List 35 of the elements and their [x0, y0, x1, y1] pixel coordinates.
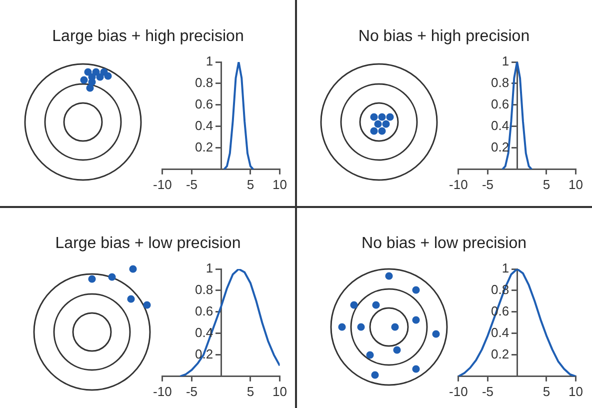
x-tick-label: 10	[272, 384, 288, 399]
x-tick-label: 10	[272, 176, 288, 192]
x-tick-label: -10	[448, 384, 468, 399]
y-tick-label: 0.8	[195, 75, 214, 90]
y-tick-label: 0.6	[195, 96, 214, 112]
y-tick-label: 0.6	[195, 304, 214, 319]
y-tick-label: 0.4	[491, 118, 510, 134]
chart-title: Large bias + low precision	[54, 235, 242, 253]
x-tick-label: -10	[152, 176, 172, 192]
chart-title: No bias + low precision	[360, 235, 528, 253]
x-tick-label: -5	[482, 176, 494, 192]
y-tick-label: 1	[502, 260, 510, 276]
y-tick-label: 1	[502, 54, 510, 69]
chart-title: No bias + high precision	[357, 28, 531, 46]
x-tick-label: 5	[246, 176, 254, 192]
x-tick-label: -10	[152, 384, 172, 399]
x-tick-label: 5	[246, 384, 254, 399]
x-tick-label: -5	[186, 176, 198, 192]
y-tick-label: 1	[206, 260, 214, 276]
x-tick-label: -5	[482, 384, 494, 399]
x-tick-label: -10	[448, 176, 468, 192]
y-tick-label: 0.4	[491, 325, 510, 340]
x-tick-label: -5	[186, 384, 198, 399]
x-tick-label: 5	[542, 176, 550, 192]
chart-title: Large bias + high precision	[51, 28, 245, 46]
y-tick-label: 0.2	[195, 140, 214, 154]
y-tick-label: 0.2	[491, 346, 510, 362]
y-tick-label: 0.8	[195, 282, 214, 298]
x-tick-label: 10	[568, 176, 584, 192]
y-tick-label: 0.8	[491, 75, 510, 90]
y-tick-label: 0.4	[195, 118, 214, 134]
x-tick-label: 5	[542, 384, 550, 399]
y-tick-label: 0.6	[491, 96, 510, 112]
x-tick-label: 10	[568, 384, 584, 399]
y-tick-label: 1	[206, 54, 214, 69]
